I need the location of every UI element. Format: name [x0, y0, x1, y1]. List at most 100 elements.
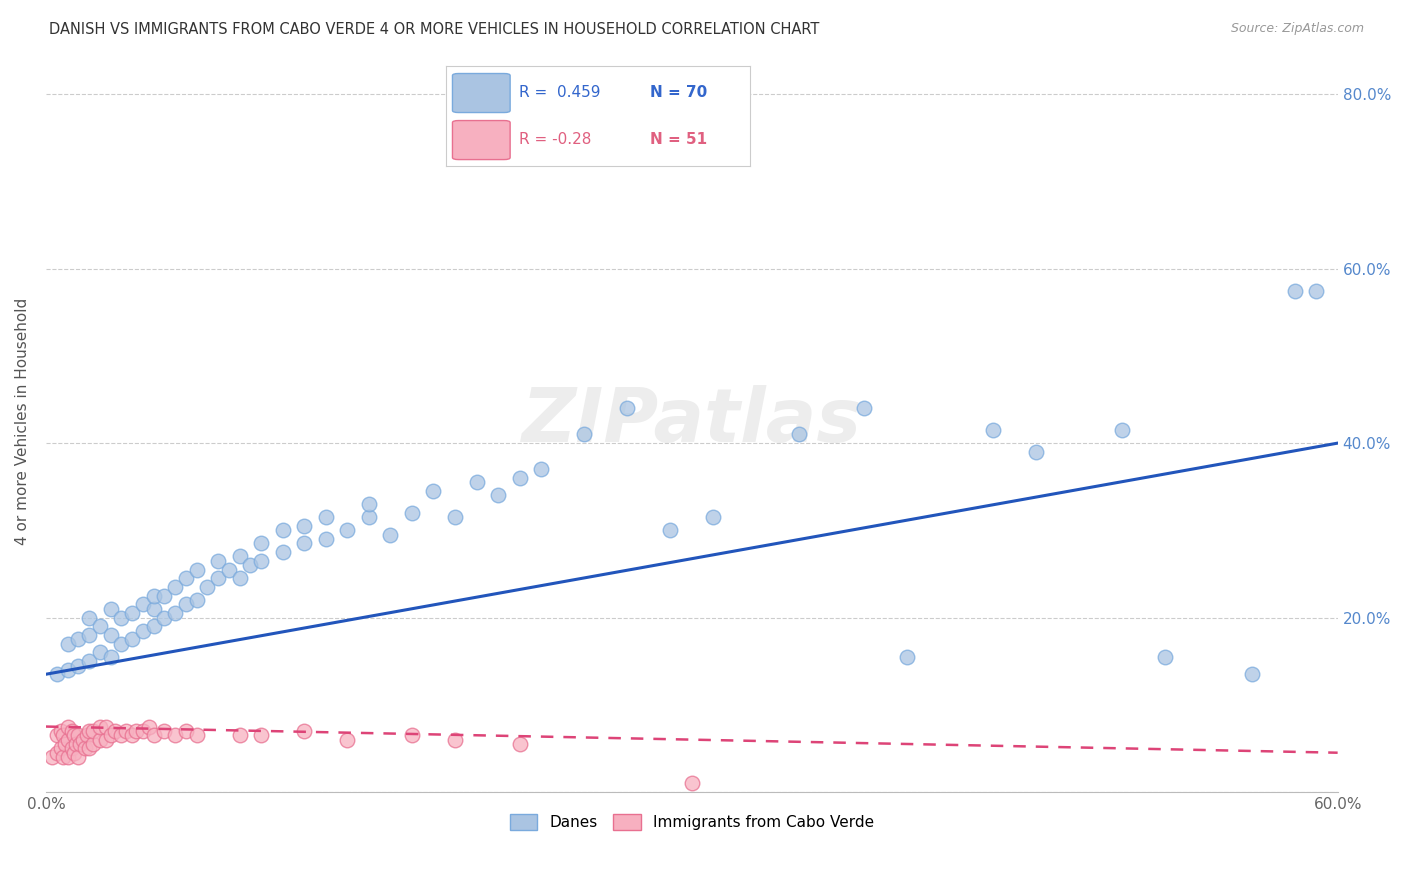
Point: [132, 598, 155, 612]
Point: [271, 545, 294, 559]
Point: [41, 750, 63, 764]
Point: [125, 723, 148, 738]
Point: [72, 732, 94, 747]
Point: [45, 728, 67, 742]
Point: [52, 750, 75, 764]
Point: [315, 532, 337, 546]
Point: [142, 619, 165, 633]
Point: [49, 741, 72, 756]
Point: [56, 732, 79, 747]
Point: [100, 602, 122, 616]
Point: [142, 728, 165, 742]
Point: [165, 728, 187, 742]
Point: [60, 723, 83, 738]
Point: [100, 649, 122, 664]
Point: [250, 728, 273, 742]
Point: [89, 619, 111, 633]
Point: [53, 737, 76, 751]
Point: [197, 580, 219, 594]
Point: [186, 593, 208, 607]
Text: ZIPatlas: ZIPatlas: [522, 384, 862, 458]
Point: [77, 610, 100, 624]
Point: [659, 524, 682, 538]
Point: [174, 723, 197, 738]
Point: [1154, 649, 1177, 664]
Point: [165, 580, 187, 594]
Point: [853, 401, 876, 416]
Point: [49, 723, 72, 738]
Point: [465, 475, 488, 490]
Point: [96, 720, 118, 734]
Point: [250, 536, 273, 550]
Point: [444, 510, 467, 524]
Point: [401, 728, 423, 742]
Point: [63, 746, 86, 760]
Point: [1025, 445, 1047, 459]
Point: [52, 728, 75, 742]
Point: [572, 427, 595, 442]
Point: [89, 645, 111, 659]
Point: [138, 720, 160, 734]
Point: [142, 602, 165, 616]
Point: [218, 563, 240, 577]
Point: [207, 571, 229, 585]
Point: [121, 728, 143, 742]
Point: [174, 571, 197, 585]
Point: [336, 732, 359, 747]
Point: [174, 598, 197, 612]
Point: [486, 488, 509, 502]
Point: [89, 732, 111, 747]
Point: [96, 732, 118, 747]
Point: [100, 728, 122, 742]
Point: [82, 737, 104, 751]
Legend: Danes, Immigrants from Cabo Verde: Danes, Immigrants from Cabo Verde: [503, 808, 880, 836]
Point: [186, 728, 208, 742]
Point: [292, 723, 315, 738]
Point: [530, 462, 553, 476]
Point: [77, 723, 100, 738]
Point: [153, 610, 176, 624]
Point: [1305, 284, 1327, 298]
Point: [82, 723, 104, 738]
Point: [228, 549, 250, 564]
Point: [681, 776, 703, 790]
Point: [401, 506, 423, 520]
Point: [63, 728, 86, 742]
Point: [165, 606, 187, 620]
Point: [981, 423, 1004, 437]
Point: [153, 723, 176, 738]
Point: [292, 536, 315, 550]
Point: [110, 610, 132, 624]
Point: [153, 589, 176, 603]
Point: [56, 637, 79, 651]
Point: [76, 728, 98, 742]
Point: [56, 663, 79, 677]
Point: [228, 728, 250, 742]
Point: [121, 632, 143, 647]
Text: Source: ZipAtlas.com: Source: ZipAtlas.com: [1230, 22, 1364, 36]
Point: [1240, 667, 1263, 681]
Point: [67, 658, 90, 673]
Point: [132, 624, 155, 638]
Point: [380, 527, 402, 541]
Point: [60, 741, 83, 756]
Point: [110, 637, 132, 651]
Point: [69, 737, 91, 751]
Point: [73, 741, 96, 756]
Point: [444, 732, 467, 747]
Point: [89, 720, 111, 734]
Point: [100, 628, 122, 642]
Point: [896, 649, 918, 664]
Point: [67, 728, 90, 742]
Text: DANISH VS IMMIGRANTS FROM CABO VERDE 4 OR MORE VEHICLES IN HOUSEHOLD CORRELATION: DANISH VS IMMIGRANTS FROM CABO VERDE 4 O…: [49, 22, 820, 37]
Point: [142, 589, 165, 603]
Point: [65, 737, 87, 751]
Point: [239, 558, 262, 573]
Point: [56, 750, 79, 764]
Point: [114, 723, 136, 738]
Point: [271, 524, 294, 538]
Point: [45, 667, 67, 681]
Point: [422, 484, 444, 499]
Point: [110, 728, 132, 742]
Point: [77, 628, 100, 642]
